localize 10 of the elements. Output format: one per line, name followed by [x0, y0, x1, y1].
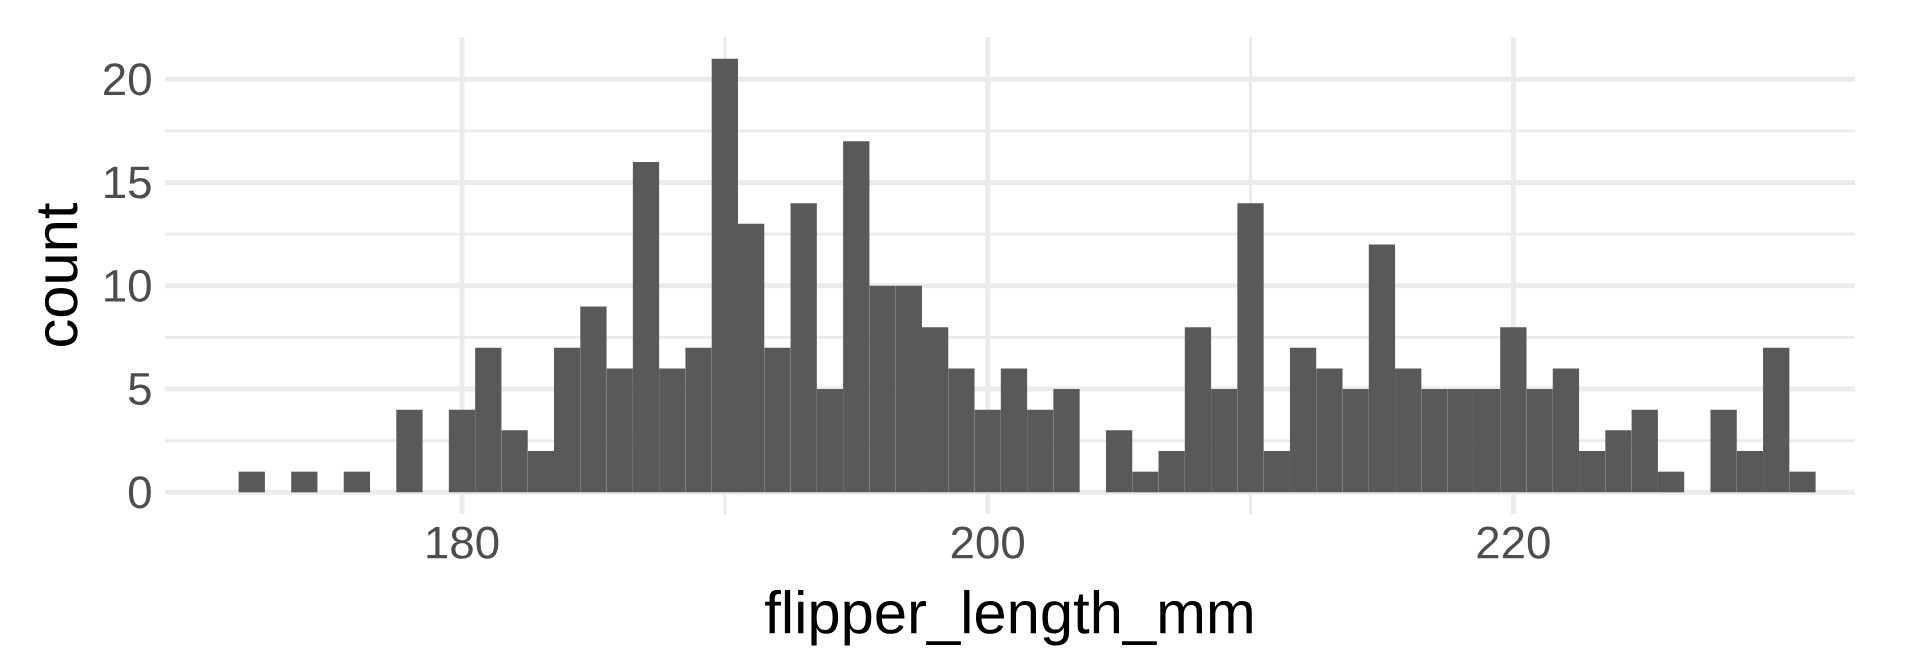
y-tick-label: 15: [105, 166, 151, 199]
x-tick-label: 200: [951, 526, 1025, 559]
x-tick-label: 180: [427, 526, 499, 559]
y-tick-label: 10: [105, 269, 151, 302]
y-tick-label: 5: [129, 373, 151, 406]
x-tick-label: 220: [1477, 526, 1550, 559]
y-axis-title: count: [38, 202, 78, 347]
x-axis-title: flipper_length_mm: [765, 589, 1252, 646]
y-tick-label: 20: [104, 63, 151, 96]
y-tick-label: 0: [128, 476, 151, 509]
